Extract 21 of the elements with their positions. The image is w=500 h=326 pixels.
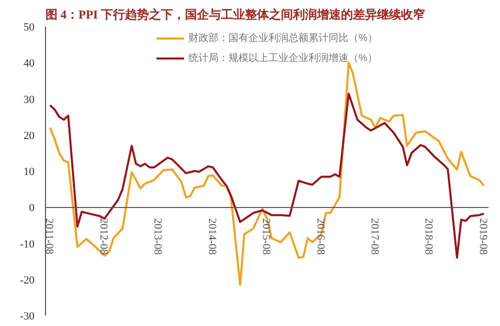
- y-tick-label: 20: [24, 130, 35, 142]
- y-tick-label: -20: [20, 274, 35, 286]
- x-tick-label: 2018-08: [422, 218, 435, 256]
- chart-title: 图 4：PPI 下行趋势之下，国企与工业整体之间利润增速的差异继续收窄: [46, 8, 425, 22]
- y-tick-label: 10: [24, 166, 35, 178]
- x-tick-label: 2017-08: [368, 218, 381, 256]
- x-tick-label: 2014-08: [206, 218, 218, 256]
- x-tick-label: 2011-08: [43, 218, 56, 255]
- legend-label: 财政部：国有企业利润总额累计同比（%）: [188, 32, 378, 45]
- y-tick-label: -30: [20, 310, 35, 322]
- x-tick-label: 2015-08: [260, 218, 272, 256]
- y-tick-label: 0: [29, 202, 35, 214]
- y-tick-label: 30: [24, 94, 35, 106]
- y-tick-label: 40: [24, 58, 35, 70]
- x-tick-label: 2016-08: [314, 218, 326, 256]
- y-tick-label: 50: [24, 22, 35, 34]
- y-tick-label: -10: [20, 238, 35, 250]
- x-tick-label: 2012-08: [97, 218, 110, 256]
- legend-label: 统计局：规模以上工业企业利润增速（%）: [188, 52, 378, 65]
- x-tick-label: 2019-08: [476, 218, 489, 256]
- x-tick-label: 2013-08: [152, 218, 164, 256]
